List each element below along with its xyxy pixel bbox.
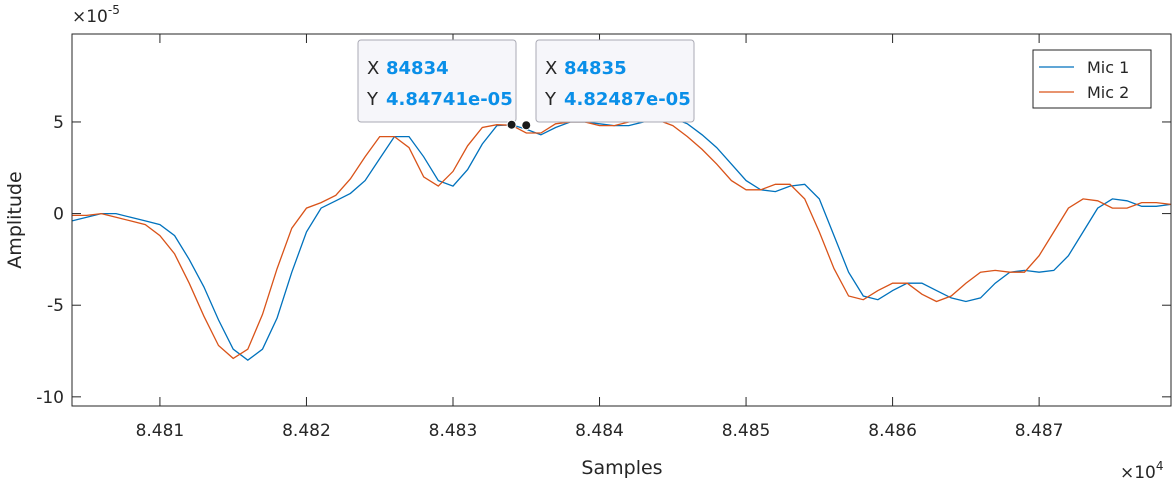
- series-line-1: [72, 115, 1171, 362]
- series-line-2: [72, 115, 1171, 360]
- x-tick-label: 8.484: [575, 421, 624, 441]
- x-tick-label: 8.487: [1015, 421, 1064, 441]
- datatip-y-value: 4.84741e-05: [386, 89, 513, 110]
- datatip-layer[interactable]: X 84834 Y 4.84741e-05 X 84835 Y 4.82487e-05: [357, 39, 695, 131]
- datatip-y-label: Y: [544, 89, 557, 110]
- axes-box: [71, 33, 1172, 407]
- datatip-x-label: X: [367, 58, 379, 79]
- y-tick-label: -5: [47, 296, 64, 316]
- datatip-1[interactable]: X 84834 Y 4.84741e-05: [357, 39, 517, 130]
- legend: Mic 1 Mic 2: [1032, 49, 1152, 109]
- datatip-marker[interactable]: [521, 120, 532, 131]
- legend-box: [1032, 49, 1152, 109]
- datatip-y-label: Y: [366, 89, 379, 110]
- y-axis-label: Amplitude: [4, 171, 26, 268]
- y-tick-label: -10: [36, 388, 64, 408]
- x-tick-label: 8.482: [282, 421, 331, 441]
- datatip-2[interactable]: X 84835 Y 4.82487e-05: [521, 39, 695, 131]
- legend-entry-2: Mic 2: [1087, 83, 1129, 102]
- datatip-marker[interactable]: [506, 119, 517, 130]
- datatip-x-value: 84835: [564, 58, 627, 79]
- x-tick-label: 8.486: [868, 421, 917, 441]
- x-tick-label: 8.481: [136, 421, 185, 441]
- axes-layer: [71, 33, 1172, 407]
- y-tick-label: 0: [53, 205, 64, 225]
- y-multiplier: ×10: [72, 7, 108, 27]
- legend-entry-1: Mic 1: [1087, 58, 1129, 77]
- series-layer: [72, 115, 1171, 362]
- ticks-layer: 8.481 8.482 8.483 8.484 8.485 8.486 8.487 -10 -5…: [36, 34, 1171, 441]
- y-exponent-label: ×10-5: [72, 3, 120, 27]
- datatip-y-value: 4.82487e-05: [564, 89, 691, 110]
- y-exponent: -5: [108, 3, 120, 17]
- datatip-box: [357, 39, 517, 123]
- datatip-x-label: X: [545, 58, 557, 79]
- x-tick-label: 8.485: [722, 421, 771, 441]
- x-axis-label: Samples: [581, 457, 662, 479]
- y-tick-label: 5: [53, 113, 64, 133]
- datatip-box: [535, 39, 695, 123]
- x-multiplier: ×10: [1120, 463, 1156, 483]
- x-exponent: 4: [1156, 459, 1164, 473]
- datatip-x-value: 84834: [386, 58, 449, 79]
- x-exponent-label: ×104: [1120, 459, 1164, 483]
- x-tick-label: 8.483: [429, 421, 478, 441]
